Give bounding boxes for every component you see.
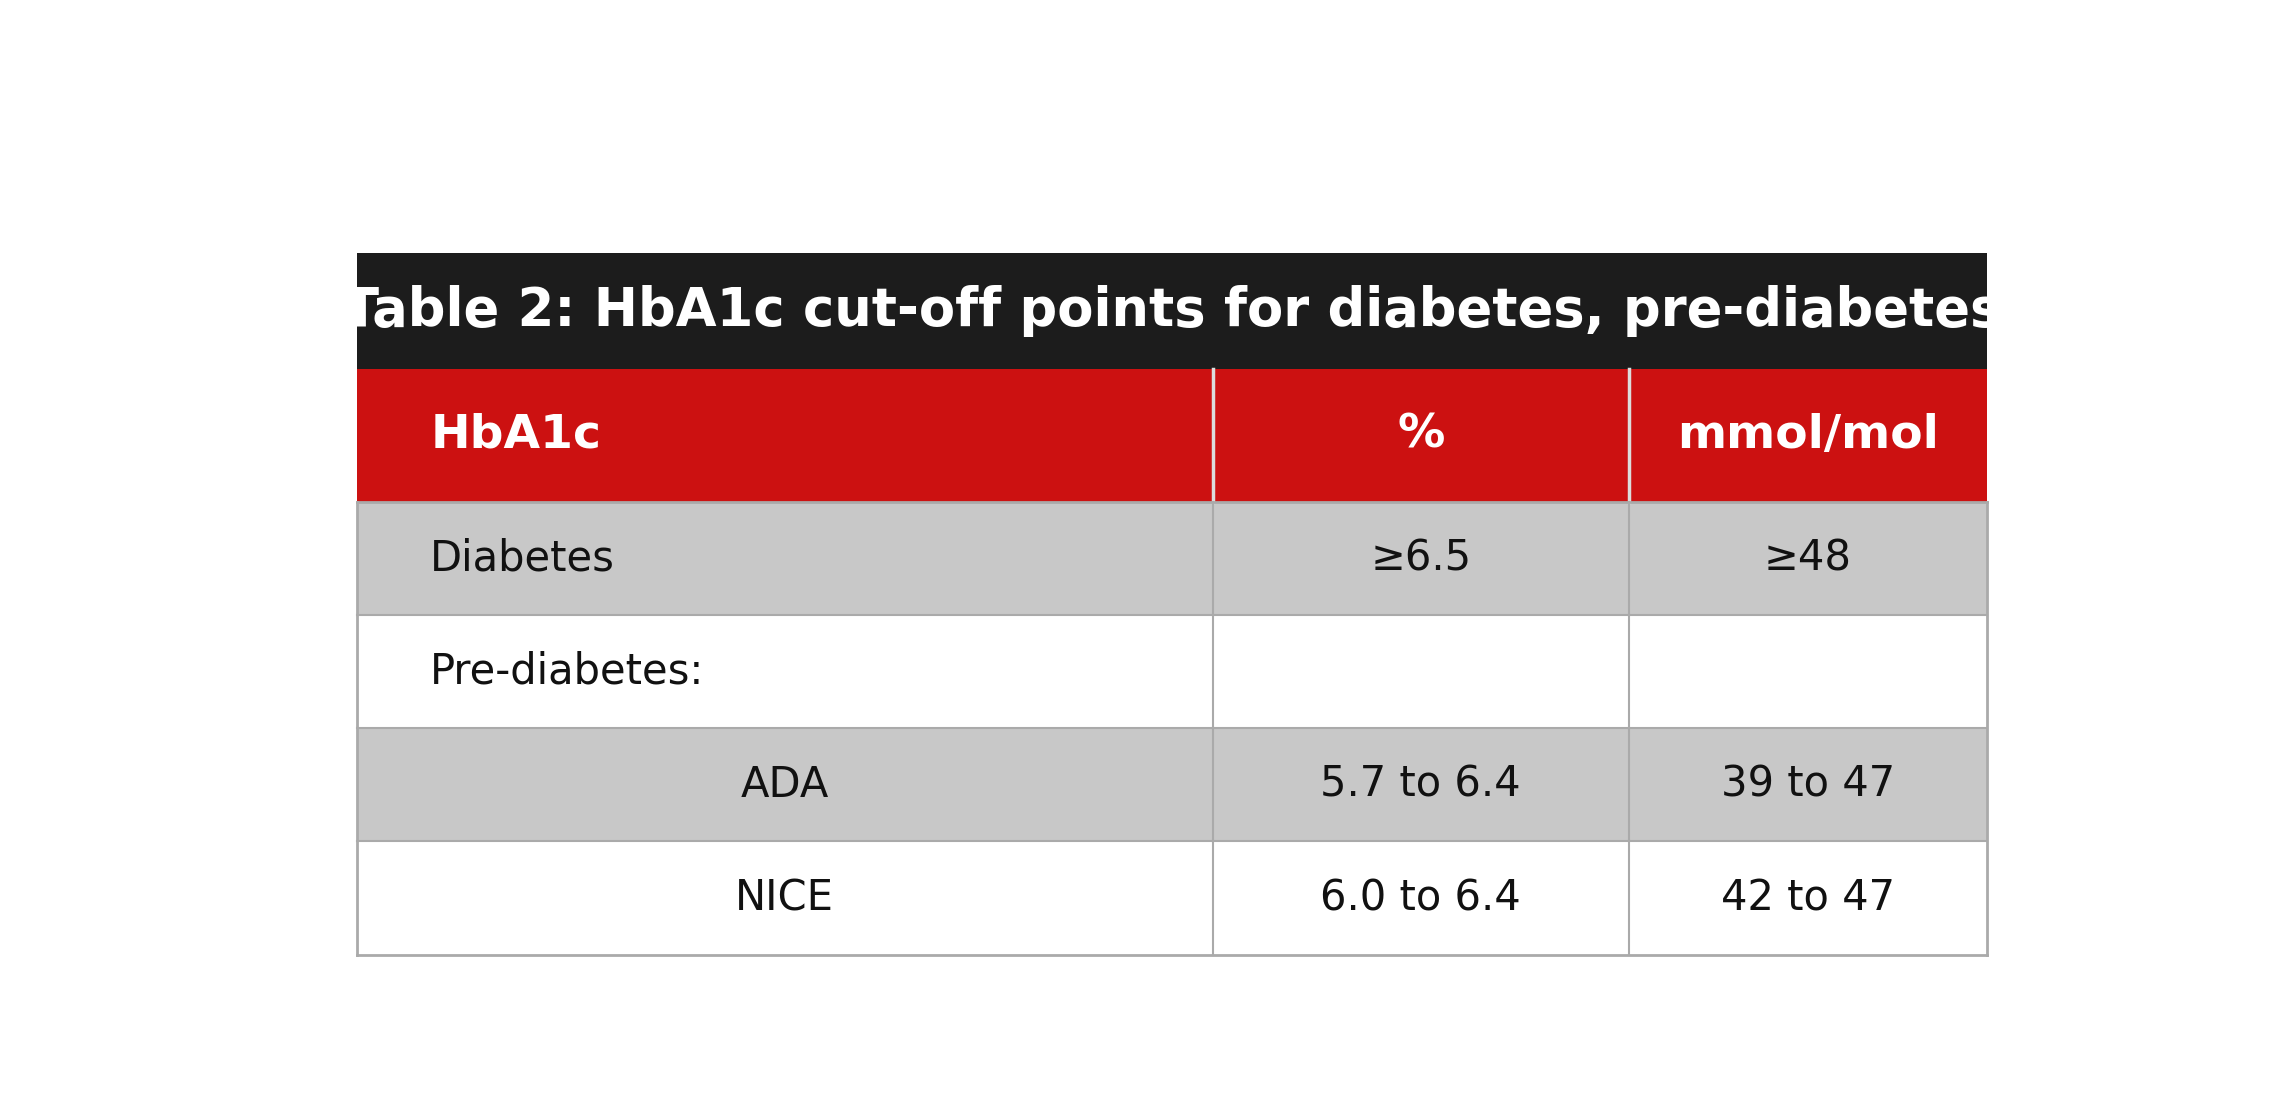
Text: 6.0 to 6.4: 6.0 to 6.4 [1320,877,1521,919]
Text: 5.7 to 6.4: 5.7 to 6.4 [1320,764,1521,805]
Bar [357,253,1987,369]
Text: Table 2: HbA1c cut-off points for diabetes, pre-diabetes: Table 2: HbA1c cut-off points for diabet… [343,284,2001,337]
Text: Diabetes: Diabetes [430,538,615,580]
Bar [357,502,1987,615]
Bar [357,729,1987,841]
Text: Pre-diabetes:: Pre-diabetes: [430,651,704,693]
Bar [357,615,1987,729]
Text: ≥48: ≥48 [1763,538,1852,580]
Text: ADA: ADA [741,764,828,805]
Bar [357,841,1987,954]
Text: 39 to 47: 39 to 47 [1722,764,1896,805]
Text: 42 to 47: 42 to 47 [1722,877,1896,919]
Text: NICE: NICE [736,877,835,919]
Text: HbA1c: HbA1c [430,413,601,458]
Text: mmol/mol: mmol/mol [1676,413,1939,458]
Bar [357,369,1987,502]
Text: %: % [1397,413,1445,458]
Text: ≥6.5: ≥6.5 [1370,538,1471,580]
